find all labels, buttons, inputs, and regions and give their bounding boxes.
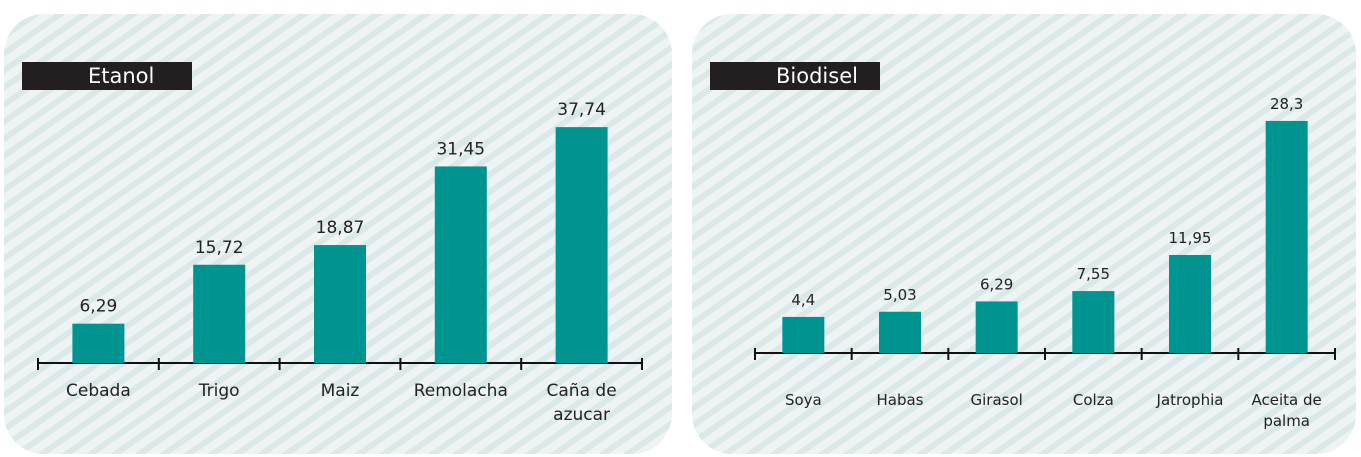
- x-tick-label: Remolacha: [413, 381, 508, 401]
- bar: [1265, 120, 1308, 353]
- data-label: 31,45: [436, 139, 485, 159]
- bar: [434, 166, 487, 363]
- x-tick-label: Trigo: [198, 381, 240, 401]
- data-label: 18,87: [316, 218, 365, 238]
- bar: [1072, 291, 1115, 353]
- bar: [782, 316, 825, 353]
- bar: [975, 301, 1018, 353]
- bar: [1169, 255, 1211, 353]
- data-label: 15,72: [195, 238, 244, 258]
- data-label: 5,03: [883, 286, 916, 304]
- x-tick-label: Soya: [784, 391, 822, 409]
- panel-background: [4, 14, 672, 454]
- bar: [314, 245, 366, 363]
- data-label: 6,29: [79, 297, 117, 317]
- x-tick-label: Girasol: [970, 391, 1023, 409]
- x-tick-label: Cebada: [66, 381, 131, 401]
- x-tick-label: Caña de azucar: [546, 381, 617, 425]
- bar: [193, 264, 246, 363]
- data-label: 11,95: [1169, 229, 1212, 247]
- chart-title: Etanol: [22, 62, 192, 90]
- bar: [879, 311, 921, 353]
- x-tick-label: Jatrophia: [1156, 391, 1224, 409]
- data-label: 37,74: [557, 100, 606, 120]
- x-tick-label: Aceita de palma: [1251, 391, 1322, 430]
- data-label: 7,55: [1077, 265, 1110, 283]
- x-tick-label: Colza: [1072, 391, 1114, 409]
- bar: [555, 127, 608, 363]
- data-label: 6,29: [980, 275, 1013, 293]
- data-label: 4,4: [791, 291, 815, 309]
- data-label: 28,3: [1270, 95, 1303, 113]
- x-tick-label: Habas: [876, 391, 924, 409]
- x-tick-label: Maiz: [320, 381, 360, 401]
- bar: [72, 323, 125, 363]
- chart-title: Biodisel: [710, 62, 880, 90]
